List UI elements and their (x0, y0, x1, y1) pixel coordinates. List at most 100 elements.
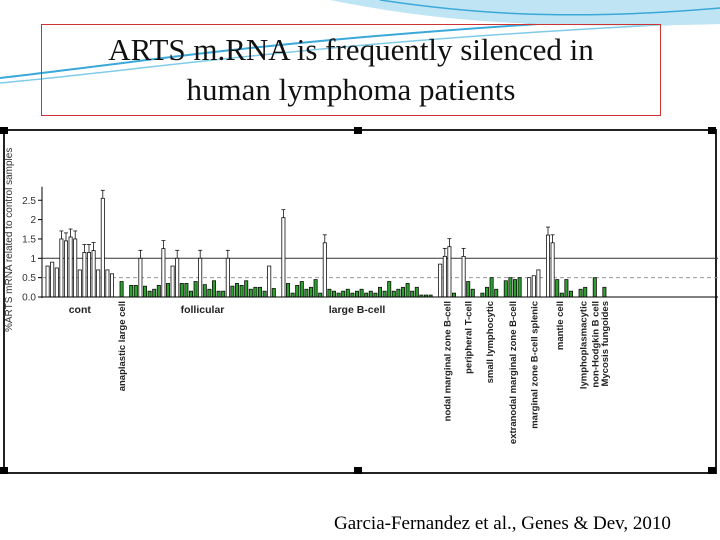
group-label: Mycosis fungoides (600, 301, 611, 387)
bar (377, 286, 382, 298)
frame-handle (0, 467, 8, 474)
bar (82, 252, 87, 298)
bar (142, 285, 147, 298)
group-label: cont (69, 304, 92, 316)
bar (267, 265, 272, 298)
group-label: extranodal marginal zone B-cell (508, 301, 519, 444)
bar (184, 283, 189, 298)
bar (175, 257, 180, 298)
bar (165, 283, 170, 298)
bar (179, 283, 184, 298)
bar (133, 284, 138, 298)
bar (322, 242, 327, 298)
bar (73, 238, 78, 298)
bar (503, 280, 508, 298)
bar (364, 292, 369, 298)
bar (170, 265, 175, 298)
bar (253, 286, 258, 298)
bar (304, 288, 309, 298)
bar (96, 269, 101, 298)
bar (447, 246, 452, 298)
bar (531, 275, 536, 298)
bar (64, 240, 69, 298)
frame-handle (0, 127, 8, 134)
bar (161, 248, 166, 298)
bar (368, 290, 373, 298)
y-tick-label: 0.0 (22, 293, 36, 304)
y-tick-label: 1.5 (22, 234, 36, 245)
bar (207, 288, 212, 298)
bar (77, 269, 82, 298)
bar (91, 250, 96, 298)
bar (225, 257, 230, 298)
bar (555, 279, 560, 298)
group-label: lymphoplasmacytic (578, 301, 589, 389)
bar (359, 288, 364, 298)
bar (138, 257, 143, 298)
frame-handle (354, 127, 362, 134)
bar (592, 277, 597, 298)
decorative-swoosh (0, 0, 720, 84)
bar (396, 288, 401, 298)
group-label: small lymphocytic (485, 301, 496, 383)
bar (54, 267, 59, 298)
bar (234, 283, 239, 298)
bar (156, 284, 161, 298)
bar (211, 280, 216, 298)
bar (550, 242, 555, 298)
y-tick-label: 2 (30, 215, 36, 226)
bar (50, 261, 55, 298)
bar (583, 286, 588, 298)
bar (68, 236, 73, 298)
y-tick-label: 2.5 (22, 196, 36, 207)
bar (373, 292, 378, 298)
bar (221, 290, 226, 298)
bar (336, 292, 341, 298)
bar (494, 288, 499, 298)
bar (188, 290, 193, 298)
bar (285, 283, 290, 298)
bar (152, 288, 157, 298)
bar (484, 286, 489, 298)
bar (569, 290, 574, 298)
bar (110, 273, 115, 298)
bar (410, 290, 415, 298)
slide-title: ARTS m.RNA is frequently silenced in hum… (41, 24, 661, 116)
group-label: follicular (181, 304, 225, 316)
y-tick-label: 1 (30, 254, 36, 265)
bar (271, 288, 276, 298)
citation-caption: Garcia-Fernandez et al., Genes & Dev, 20… (334, 513, 671, 534)
group-label: marginal zone B-cell splenic (529, 301, 540, 429)
bar (602, 286, 607, 298)
bar (508, 277, 513, 298)
bar (559, 292, 564, 298)
figure-frame (3, 129, 717, 474)
bar (578, 288, 583, 298)
y-axis-label: %ARTS mRNA related to control samples (4, 148, 15, 332)
bar (129, 284, 134, 298)
bar (87, 252, 92, 298)
bar (248, 288, 253, 298)
bar (216, 290, 221, 298)
bar (387, 281, 392, 298)
group-label: non-Hodgkin B cell (590, 301, 601, 388)
bar (546, 234, 551, 298)
bar (327, 288, 332, 298)
bar (405, 283, 410, 298)
bar (100, 197, 105, 298)
bar (299, 281, 304, 298)
bar (318, 292, 323, 298)
bar (345, 288, 350, 298)
bar (295, 284, 300, 298)
bar (451, 292, 456, 298)
bar (230, 285, 235, 298)
bar (517, 277, 522, 298)
bar (442, 255, 447, 298)
group-label: nodal marginal zone B-cell (443, 301, 454, 421)
frame-handle (354, 467, 362, 474)
bar (461, 255, 466, 298)
expression-bar-chart: 0.0 0.5 1 1.5 2 2.5 %ARTS mRNA related to cont… (0, 127, 718, 474)
bar (382, 290, 387, 298)
bar (239, 284, 244, 298)
group-label: mantle cell (555, 301, 566, 350)
